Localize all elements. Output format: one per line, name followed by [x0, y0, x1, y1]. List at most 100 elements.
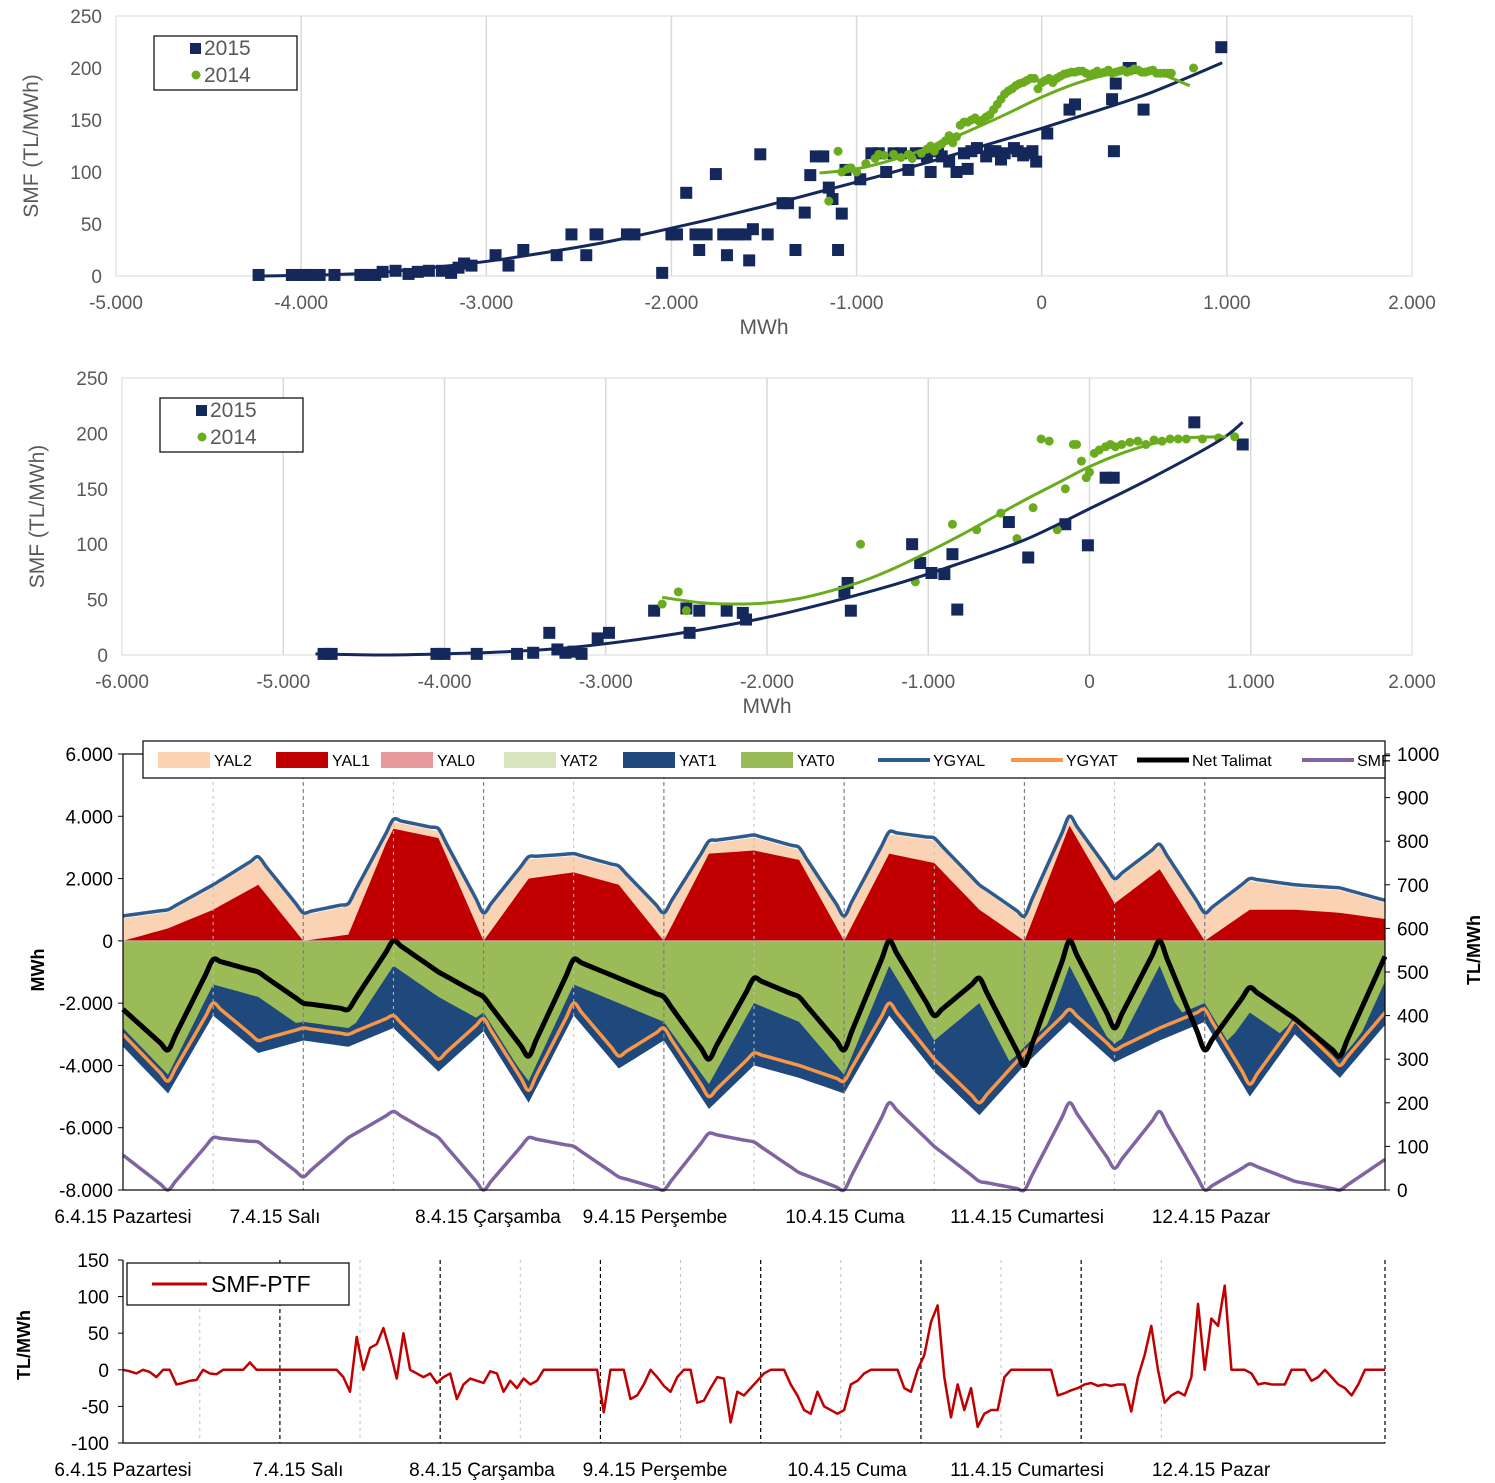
- data-point-2015: [761, 228, 774, 241]
- data-point-2015: [1107, 471, 1120, 484]
- x-tick-label: -4.000: [274, 293, 328, 314]
- data-point-2014: [1060, 484, 1070, 494]
- y-left-axis-title: MWh: [28, 949, 48, 992]
- legend-label-YGYAL: YGYAL: [933, 753, 985, 770]
- y-tick-label: 100: [76, 535, 108, 556]
- data-point-2014: [1052, 525, 1062, 535]
- data-point-2015: [591, 228, 604, 241]
- y-tick-label: 50: [87, 591, 108, 612]
- data-point-2015: [1215, 41, 1228, 54]
- y-tick-label: 150: [77, 1251, 109, 1272]
- data-point-2015: [1069, 98, 1082, 111]
- y-right-tick-label: 400: [1397, 1007, 1429, 1028]
- x-tick-label: -5.000: [89, 293, 143, 314]
- x-tick-label: -5.000: [256, 672, 310, 693]
- data-point-2015: [575, 647, 588, 660]
- day-label: 7.4.15 Salı: [230, 1207, 321, 1228]
- data-point-2014: [1230, 432, 1240, 442]
- legend-swatch-YAL1: [276, 752, 328, 768]
- x-tick-label: 1.000: [1203, 293, 1251, 314]
- data-point-2014: [879, 150, 889, 160]
- day-label: 7.4.15 Salı: [253, 1460, 344, 1481]
- data-point-2014: [856, 539, 866, 549]
- plot-frame: [115, 15, 1413, 277]
- y-tick-label: 50: [88, 1324, 109, 1345]
- data-point-2015: [1041, 127, 1054, 140]
- data-point-2015: [1137, 103, 1150, 116]
- y-axis-title: SMF (TL/MWh): [26, 445, 49, 588]
- y-left-tick-label: 4.000: [65, 807, 113, 828]
- day-label: 9.4.15 Perşembe: [583, 1207, 728, 1228]
- day-label: 6.4.15 Pazartesi: [54, 1207, 191, 1228]
- day-label: 11.4.15 Cumartesi: [950, 1207, 1104, 1228]
- data-point-2015: [754, 148, 767, 161]
- data-point-2015: [1106, 93, 1119, 106]
- data-point-2015: [1022, 551, 1035, 564]
- trendline-2014: [661, 435, 1227, 606]
- y-right-tick-label: 100: [1397, 1137, 1429, 1158]
- line-SMF-PTF: [122, 1284, 1385, 1429]
- line-chart: -100 -50 0 50 100 150 6.4.15 Pazartesi 7.4.15 S…: [14, 1251, 1386, 1481]
- series-2015: [252, 41, 1228, 281]
- data-point-2015: [961, 162, 974, 175]
- x-tick-label: -3.000: [459, 293, 513, 314]
- line-YGYAT: [121, 1001, 1387, 1105]
- day-label: 9.4.15 Perşembe: [583, 1460, 728, 1481]
- legend-swatch-YAT0: [741, 752, 793, 768]
- data-point-2015: [1002, 516, 1015, 529]
- day-label: 8.4.15 Çarşamba: [415, 1207, 561, 1228]
- data-point-2015: [938, 568, 951, 581]
- line-net-talimat: [121, 938, 1388, 1068]
- legend-swatch-YAL0: [381, 752, 433, 768]
- data-point-2015: [693, 604, 706, 617]
- legend-label-YAL1: YAL1: [332, 753, 370, 770]
- y-right-tick-label: 1000: [1397, 745, 1439, 766]
- data-point-2014: [947, 519, 957, 529]
- legend: 2015 2014: [153, 35, 298, 91]
- data-point-2014: [1085, 467, 1094, 477]
- data-point-2015: [946, 548, 959, 561]
- trendline-2015: [264, 61, 1223, 278]
- y-right-axis-title: TL/MWh: [1464, 915, 1484, 985]
- data-point-2015: [1109, 77, 1122, 90]
- data-point-2014: [1125, 437, 1135, 447]
- y-tick-label: 0: [97, 646, 108, 667]
- data-point-2015: [720, 604, 733, 617]
- legend-box: [153, 35, 298, 91]
- scatter-chart-2: -6.000 -5.000 -4.000 -3.000 -2.000 -1.000 0 1.0…: [26, 369, 1436, 718]
- data-point-2015: [924, 166, 937, 178]
- area-chart: -8.000 -6.000 -4.000 -2.000 0 2.000 4.000 6.000…: [28, 740, 1484, 1228]
- data-point-2015: [689, 228, 702, 241]
- data-point-2014: [1117, 439, 1127, 449]
- day-label: 6.4.15 Pazartesi: [54, 1460, 191, 1481]
- data-point-2015: [709, 168, 722, 181]
- legend: 2015 2014: [159, 397, 304, 453]
- y-tick-label: 100: [77, 1288, 109, 1309]
- data-point-2015: [1107, 145, 1120, 158]
- data-point-2015: [656, 266, 669, 279]
- data-point-2015: [648, 604, 661, 617]
- legend-label-2014: 2014: [210, 426, 257, 449]
- y-right-tick-label: 200: [1397, 1094, 1429, 1115]
- y-axis-title: TL/MWh: [14, 1310, 34, 1380]
- legend-marker-2015: [190, 43, 201, 54]
- y-tick-label: -50: [82, 1397, 109, 1418]
- data-point-2015: [746, 223, 759, 236]
- legend-swatch-YAL2: [158, 752, 210, 768]
- y-axis-title: SMF (TL/MWh): [20, 74, 43, 217]
- y-right-tick-label: 800: [1397, 832, 1429, 853]
- data-point-2015: [1188, 416, 1201, 429]
- data-point-2015: [817, 150, 830, 163]
- data-point-2015: [798, 206, 811, 219]
- data-point-2015: [252, 268, 265, 281]
- data-point-2015: [943, 155, 956, 168]
- y-right-tick-label: 600: [1397, 919, 1429, 940]
- legend: YAL2 YAL1 YAL0 YAT2 YAT1 YAT0 YGYAL YGYAT Net Ta…: [142, 740, 1391, 779]
- legend: SMF-PTF: [126, 1262, 350, 1306]
- data-point-2015: [1026, 145, 1039, 158]
- y-right-tick-label: 700: [1397, 876, 1429, 897]
- y-right-tick-label: 500: [1397, 963, 1429, 984]
- data-point-2014: [1044, 436, 1054, 446]
- x-tick-label: 0: [1084, 672, 1095, 693]
